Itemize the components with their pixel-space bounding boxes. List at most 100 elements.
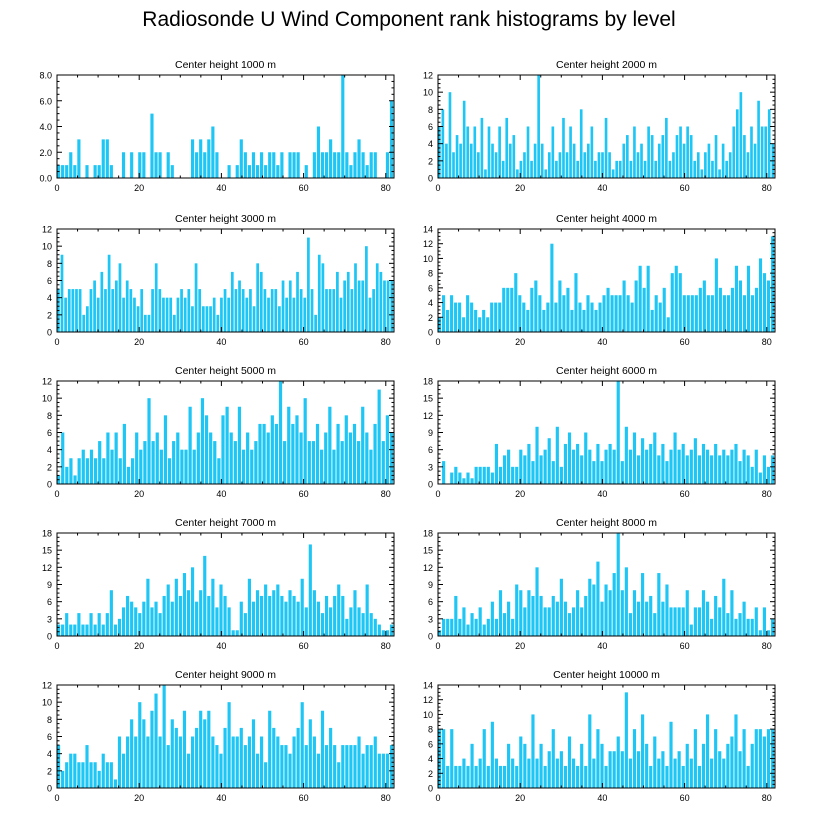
- x-tick-label: 80: [381, 489, 391, 499]
- bar: [365, 165, 369, 178]
- bar: [543, 765, 547, 788]
- bar: [272, 727, 276, 788]
- bar: [705, 601, 710, 636]
- bar: [474, 466, 478, 484]
- y-tick-label: 4: [428, 139, 433, 149]
- x-tick-label: 80: [762, 793, 772, 803]
- bar: [558, 152, 562, 178]
- bar: [283, 441, 287, 484]
- bar: [657, 455, 661, 484]
- bar: [219, 584, 223, 636]
- y-tick-label: 12: [423, 71, 433, 81]
- bar: [550, 243, 554, 332]
- bar: [65, 613, 69, 636]
- bar: [247, 165, 251, 178]
- bar: [498, 590, 503, 636]
- bar: [760, 126, 764, 178]
- bar: [689, 758, 693, 788]
- bar: [766, 630, 771, 636]
- bar: [604, 449, 608, 484]
- chart-title: Center height 8000 m: [556, 517, 657, 529]
- bar: [385, 630, 390, 636]
- bar: [563, 765, 568, 788]
- bar: [190, 139, 195, 178]
- bar: [531, 595, 535, 636]
- bar: [337, 584, 341, 636]
- y-tick-label: 6: [428, 597, 433, 607]
- bar: [280, 745, 284, 788]
- bar: [606, 287, 610, 332]
- bar: [730, 590, 734, 636]
- bar: [377, 624, 381, 636]
- bar: [612, 449, 616, 484]
- x-tick-label: 60: [680, 337, 690, 347]
- bar: [718, 751, 722, 788]
- bar: [199, 710, 203, 788]
- x-tick-label: 60: [680, 489, 690, 499]
- y-tick-label: 0: [47, 480, 52, 490]
- bar: [377, 753, 381, 788]
- bar: [632, 729, 637, 788]
- bar: [632, 432, 637, 484]
- bar: [385, 753, 390, 788]
- bar: [172, 314, 176, 332]
- bar: [288, 152, 292, 178]
- bar: [494, 302, 498, 332]
- bar: [65, 165, 69, 178]
- bar: [474, 618, 478, 636]
- bar: [300, 578, 304, 636]
- bar: [219, 753, 223, 788]
- x-tick-label: 20: [515, 183, 525, 193]
- y-tick-label: 3: [47, 614, 52, 624]
- bar: [636, 152, 640, 178]
- bar: [105, 762, 109, 788]
- y-tick-label: 15: [423, 394, 433, 404]
- bar: [243, 152, 247, 178]
- bar: [167, 458, 172, 484]
- bar: [490, 472, 494, 484]
- bar: [299, 289, 303, 332]
- bar: [725, 160, 728, 178]
- bar: [537, 75, 540, 178]
- bar: [570, 309, 574, 332]
- bar: [73, 753, 77, 788]
- y-tick-label: 6: [47, 732, 52, 742]
- bar: [146, 578, 150, 636]
- bar: [645, 743, 649, 788]
- bar: [100, 271, 104, 332]
- y-tick-label: 6: [428, 122, 433, 132]
- y-tick-label: 0: [47, 328, 52, 338]
- bar: [211, 126, 215, 178]
- bar: [462, 607, 466, 636]
- bar: [138, 613, 142, 636]
- y-tick-label: 0: [428, 480, 433, 490]
- bar: [738, 613, 742, 636]
- bar: [199, 139, 203, 178]
- bar: [104, 289, 107, 332]
- bar: [551, 126, 555, 178]
- bar: [227, 607, 231, 636]
- bar: [143, 441, 147, 484]
- bar: [299, 432, 303, 484]
- bar: [670, 273, 674, 332]
- bar: [223, 289, 227, 332]
- bar: [559, 751, 563, 788]
- bar: [169, 297, 173, 332]
- bar: [61, 432, 65, 484]
- bar: [77, 458, 81, 484]
- bar: [584, 432, 588, 484]
- bar: [770, 455, 775, 484]
- bar: [555, 160, 558, 178]
- bar: [596, 729, 600, 788]
- bar: [583, 152, 587, 178]
- x-tick-label: 60: [299, 183, 309, 193]
- bar: [121, 753, 126, 788]
- x-tick-label: 80: [762, 489, 772, 499]
- bar: [344, 415, 348, 484]
- bar: [679, 126, 682, 178]
- bar: [730, 736, 734, 788]
- bar: [166, 584, 170, 636]
- bar: [571, 607, 576, 636]
- bar: [596, 443, 600, 484]
- y-tick-label: 2: [47, 766, 52, 776]
